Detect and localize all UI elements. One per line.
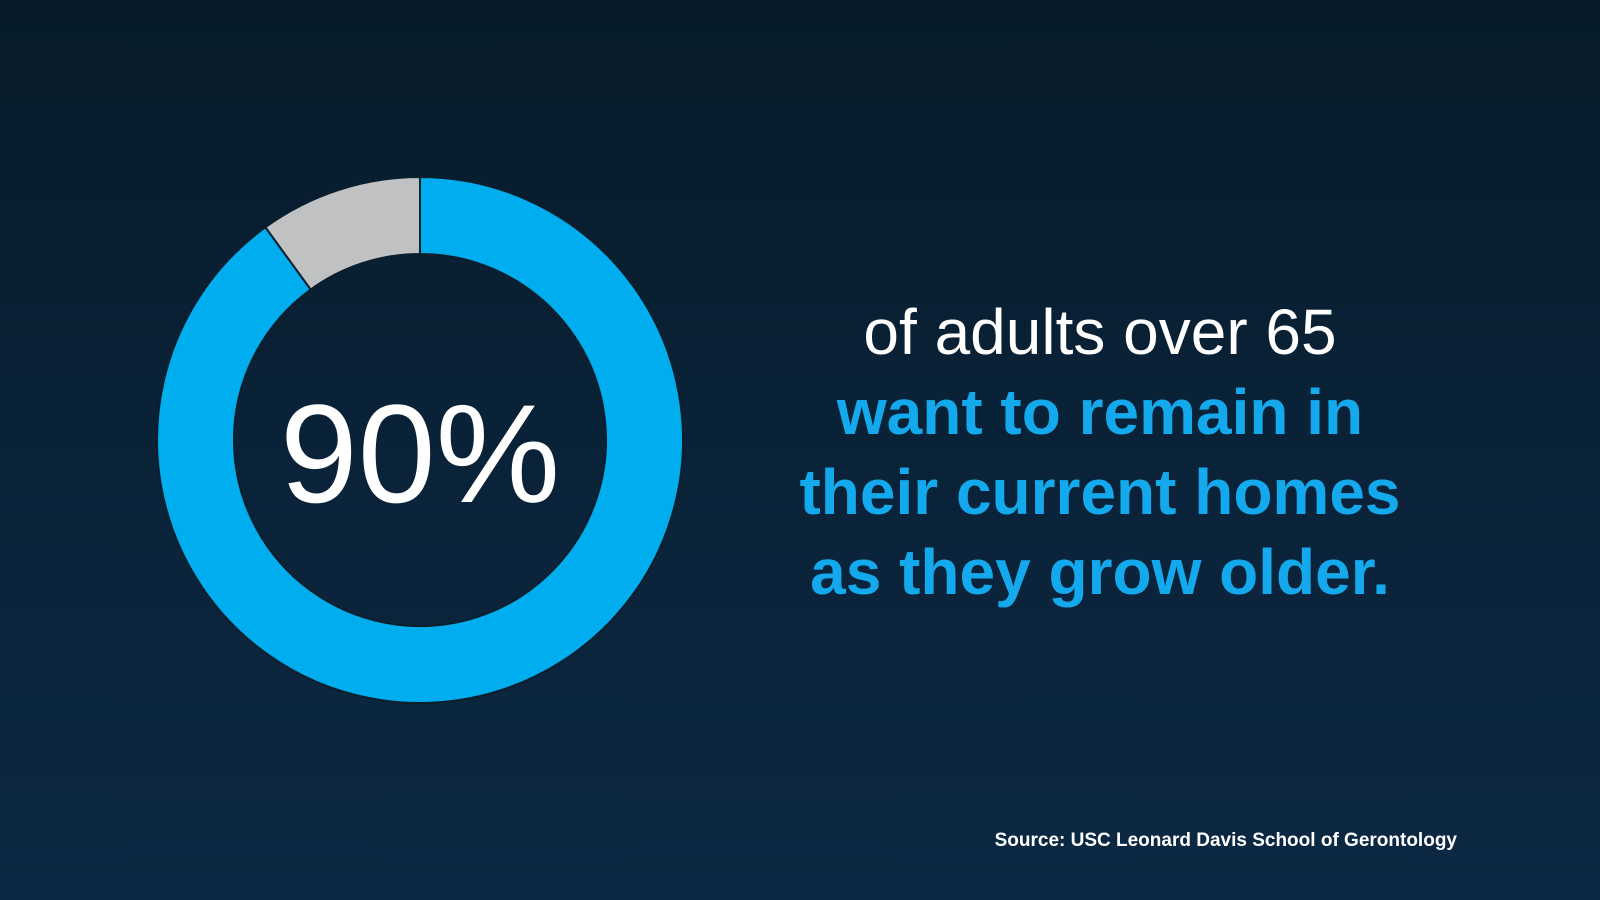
source-citation: Source: USC Leonard Davis School of Gero… — [994, 830, 1457, 851]
donut-slice-remainder — [264, 175, 421, 291]
center-percentage-label: 90% — [280, 375, 560, 532]
headline: of adults over 65 want to remain in thei… — [720, 292, 1480, 612]
headline-line-4: as they grow older. — [810, 536, 1390, 608]
headline-line-2: want to remain in — [836, 376, 1364, 448]
headline-line-1: of adults over 65 — [863, 296, 1337, 368]
headline-line-3: their current homes — [799, 456, 1401, 528]
donut-slices — [156, 175, 684, 704]
donut-slice-main — [156, 175, 684, 704]
